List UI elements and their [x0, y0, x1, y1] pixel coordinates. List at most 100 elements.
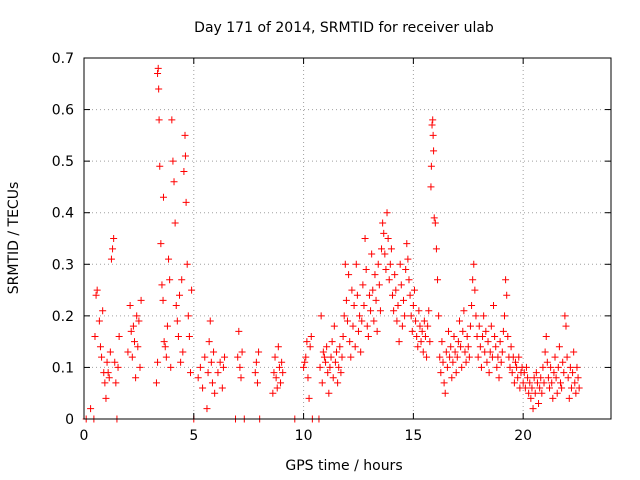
data-point — [432, 245, 440, 253]
data-point — [92, 291, 100, 299]
plot-frame — [83, 57, 612, 420]
data-point — [111, 358, 119, 366]
data-point — [104, 369, 112, 377]
data-point — [371, 271, 379, 279]
data-point — [389, 291, 397, 299]
data-point — [448, 374, 456, 382]
data-point — [322, 358, 330, 366]
data-point — [479, 332, 487, 340]
data-points — [82, 64, 583, 423]
data-point — [535, 400, 543, 408]
data-point — [163, 322, 171, 330]
data-point — [134, 343, 142, 351]
data-point — [573, 363, 581, 371]
y-tick-label: 0.1 — [52, 360, 74, 376]
data-point — [221, 353, 229, 361]
data-point — [174, 332, 182, 340]
data-point — [486, 348, 494, 356]
data-point — [180, 167, 188, 175]
data-point — [490, 302, 498, 310]
data-point — [271, 353, 279, 361]
data-point — [559, 358, 567, 366]
data-point — [475, 322, 483, 330]
data-point — [275, 363, 283, 371]
data-point — [335, 363, 343, 371]
grid — [84, 58, 611, 419]
data-point — [359, 281, 367, 289]
data-point — [154, 64, 162, 72]
data-point — [540, 379, 548, 387]
data-point — [449, 358, 457, 366]
data-point — [131, 338, 139, 346]
y-tick-label: 0.4 — [52, 206, 74, 222]
data-point — [445, 327, 453, 335]
data-point — [328, 338, 336, 346]
data-point — [504, 332, 512, 340]
data-point — [347, 353, 355, 361]
data-point — [340, 312, 348, 320]
data-point — [346, 338, 354, 346]
data-point — [554, 363, 562, 371]
data-point — [234, 353, 242, 361]
data-point — [91, 332, 99, 340]
data-point — [320, 353, 328, 361]
data-point — [460, 307, 468, 315]
data-point — [510, 379, 518, 387]
data-point — [469, 276, 477, 284]
data-point — [519, 379, 527, 387]
data-point — [270, 369, 278, 377]
data-point — [415, 307, 423, 315]
data-point — [395, 338, 403, 346]
data-point — [279, 369, 287, 377]
data-point — [474, 353, 482, 361]
data-point — [552, 374, 560, 382]
data-point — [178, 276, 186, 284]
data-point — [269, 389, 277, 397]
data-point — [137, 296, 145, 304]
data-point — [526, 379, 534, 387]
data-point — [196, 363, 204, 371]
data-point — [341, 260, 349, 268]
data-point — [132, 374, 140, 382]
data-point — [255, 348, 263, 356]
data-point — [305, 394, 313, 402]
data-point — [511, 358, 519, 366]
x-tick-label: 15 — [404, 428, 422, 444]
data-point — [491, 332, 499, 340]
data-point — [362, 265, 370, 273]
data-point — [154, 358, 162, 366]
data-point — [440, 379, 448, 387]
data-point — [367, 307, 375, 315]
data-point — [181, 152, 189, 160]
data-point — [508, 369, 516, 377]
data-point — [548, 379, 556, 387]
data-point — [176, 291, 184, 299]
data-point — [429, 131, 437, 139]
data-point — [273, 384, 281, 392]
x-tick-label: 20 — [514, 428, 532, 444]
data-point — [236, 363, 244, 371]
data-point — [161, 343, 169, 351]
data-point — [528, 384, 536, 392]
data-point — [465, 353, 473, 361]
data-point — [527, 394, 535, 402]
data-point — [156, 162, 164, 170]
data-point — [522, 363, 530, 371]
data-point — [430, 214, 438, 222]
data-point — [155, 85, 163, 93]
data-point — [204, 369, 212, 377]
y-tick-label: 0 — [65, 412, 74, 428]
data-point — [455, 317, 463, 325]
data-point — [425, 307, 433, 315]
data-point — [365, 291, 373, 299]
data-point — [235, 327, 243, 335]
data-point — [427, 162, 435, 170]
data-point — [408, 327, 416, 335]
data-point — [421, 332, 429, 340]
data-point — [375, 281, 383, 289]
data-point — [483, 358, 491, 366]
data-point — [410, 286, 418, 294]
data-point — [218, 384, 226, 392]
data-point — [179, 348, 187, 356]
data-point — [378, 245, 386, 253]
